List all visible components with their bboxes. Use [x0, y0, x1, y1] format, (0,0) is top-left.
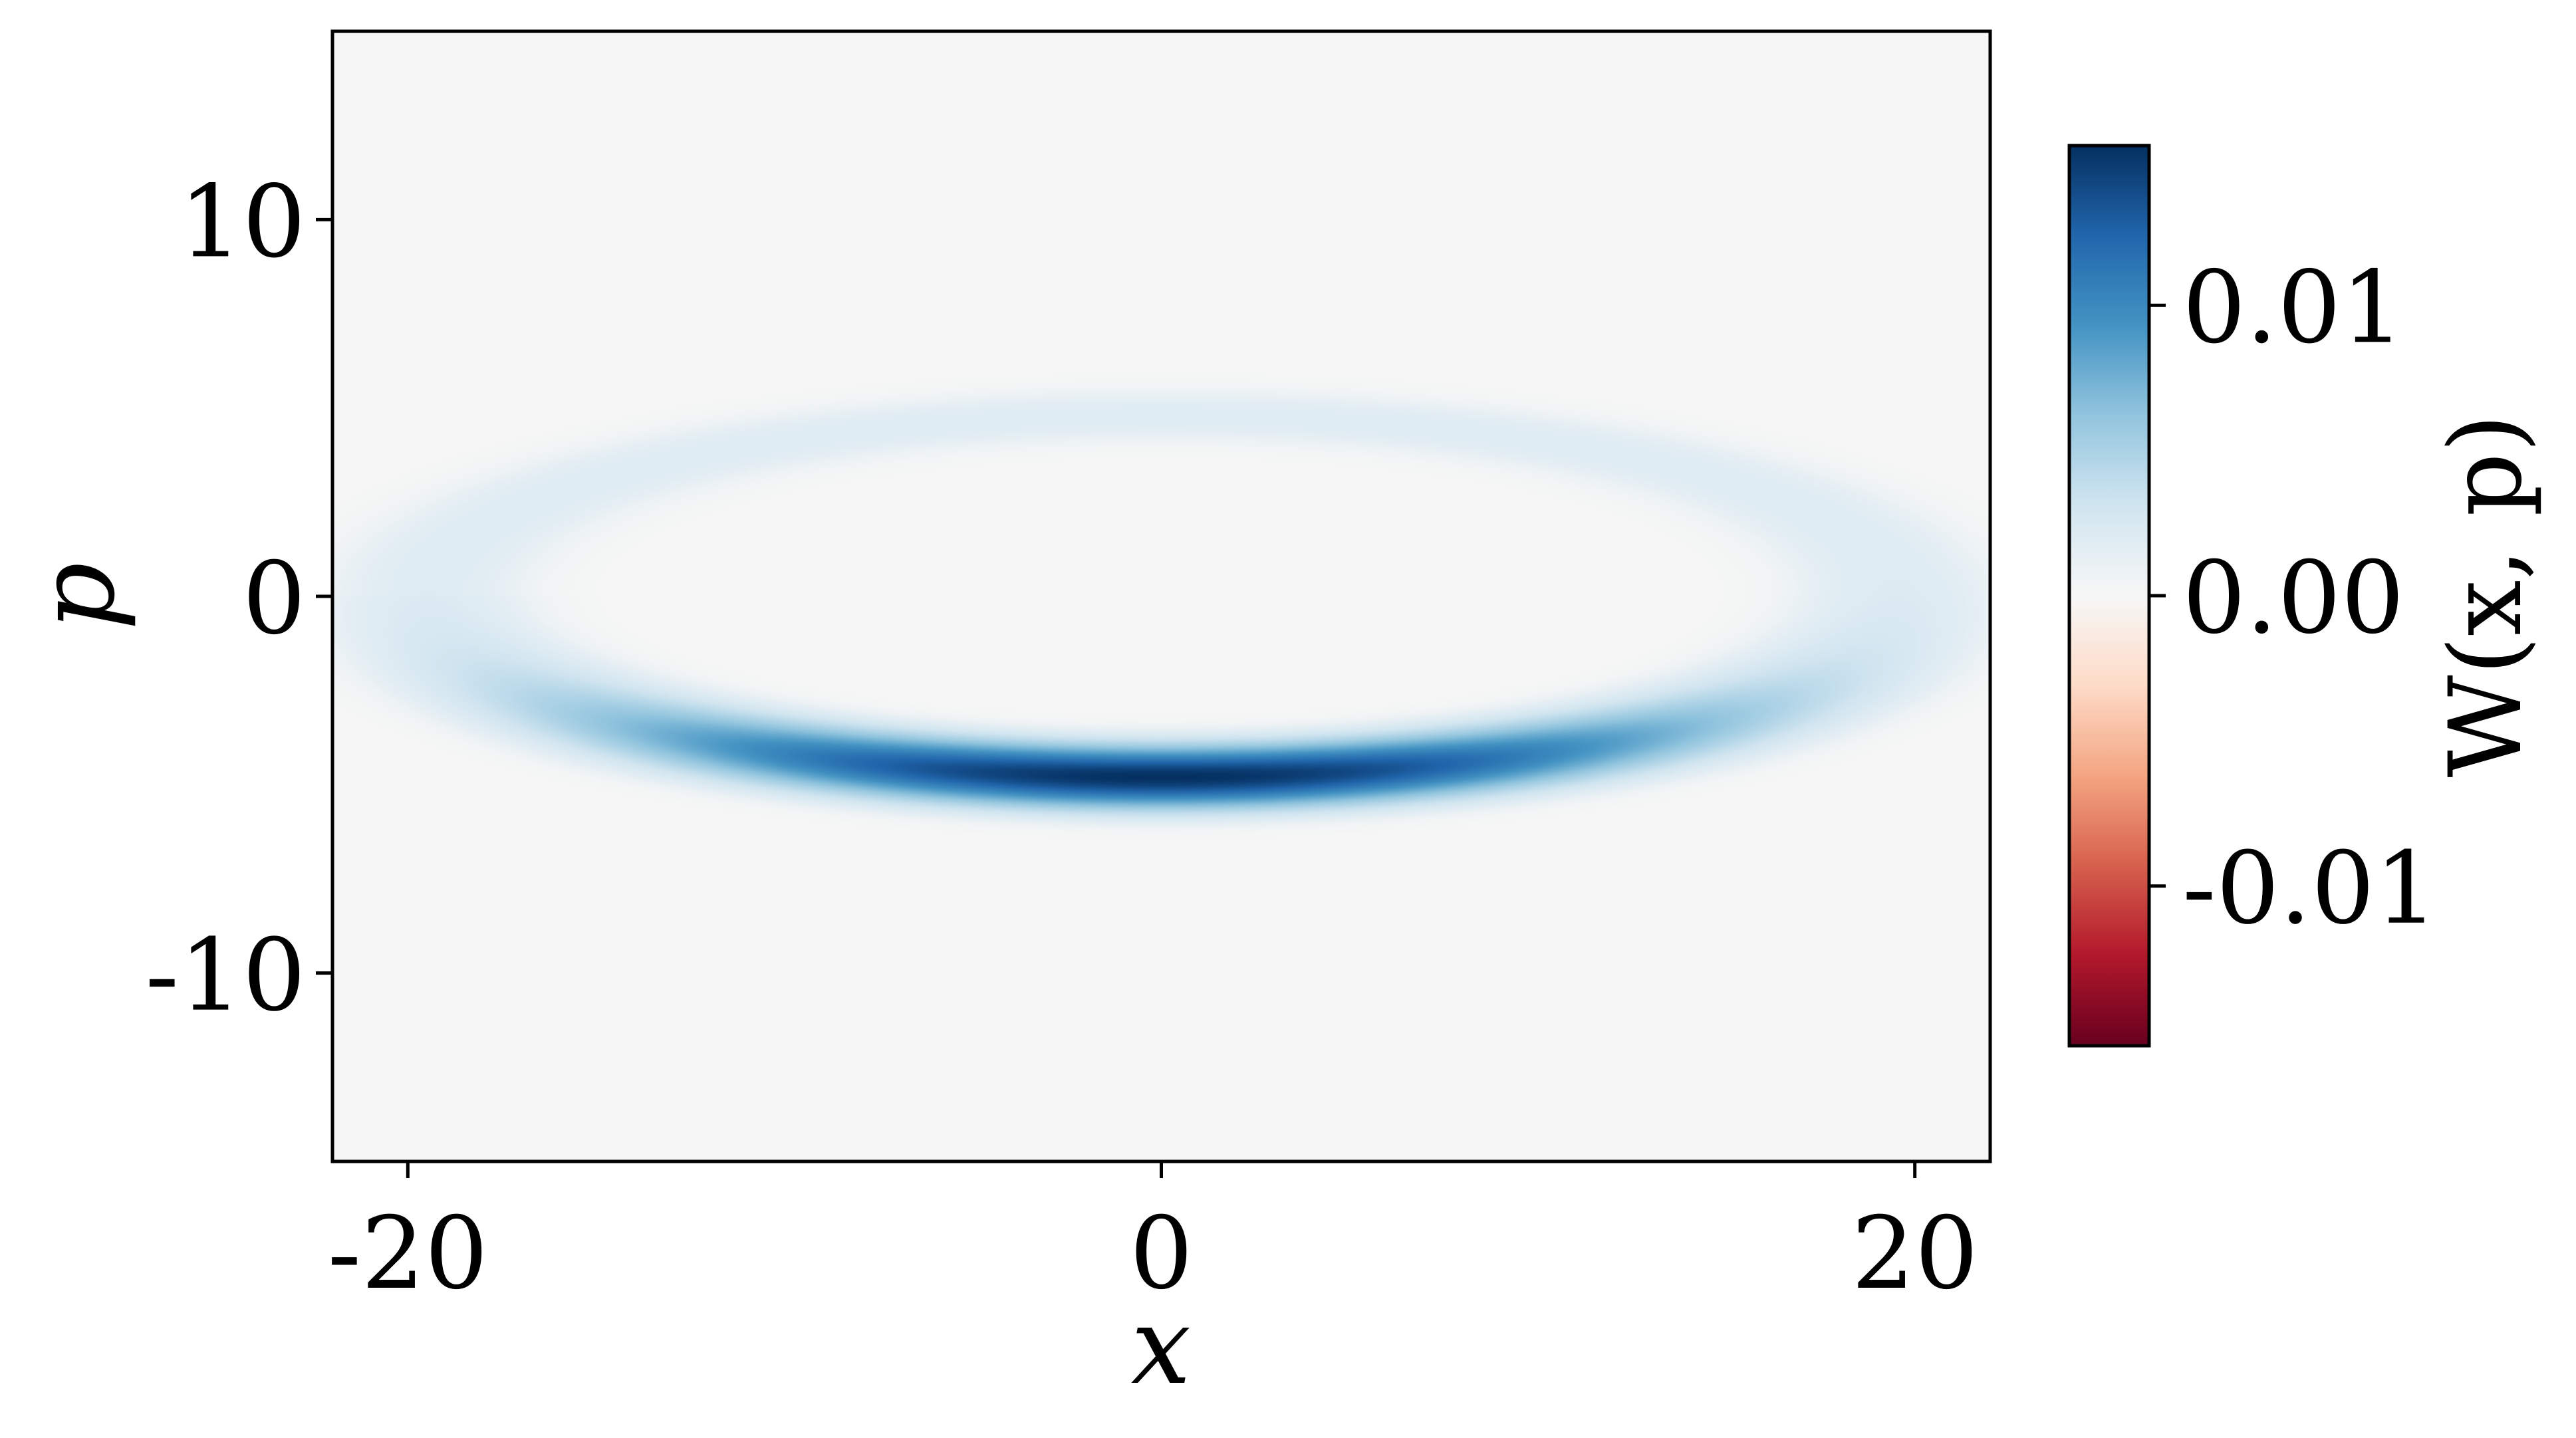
y-axis-ticks: 10 0 -10: [145, 164, 332, 1034]
x-tick-label: 0: [1130, 1196, 1193, 1312]
colorbar-tick-label: 0.00: [2182, 540, 2404, 656]
x-tick-label: 20: [1851, 1196, 1978, 1312]
colorbar-label: W(x, p): [2428, 414, 2544, 777]
x-axis-label: x: [1131, 1284, 1191, 1408]
colorbar: [2067, 144, 2151, 1048]
colorbar-tick-label: -0.01: [2182, 831, 2438, 947]
y-tick-label: -10: [145, 918, 306, 1034]
colorbar-tick-label: 0.01: [2182, 250, 2404, 366]
x-axis-ticks: -20 0 20: [328, 1161, 1978, 1312]
y-axis-label: p: [14, 562, 138, 630]
colorbar-ticks: 0.01 0.00 -0.01: [2149, 250, 2438, 947]
heatmap-ring: [332, 31, 1990, 1161]
y-tick-label: 10: [179, 164, 306, 280]
y-tick-label: 0: [243, 541, 306, 657]
x-tick-label: -20: [328, 1196, 489, 1312]
